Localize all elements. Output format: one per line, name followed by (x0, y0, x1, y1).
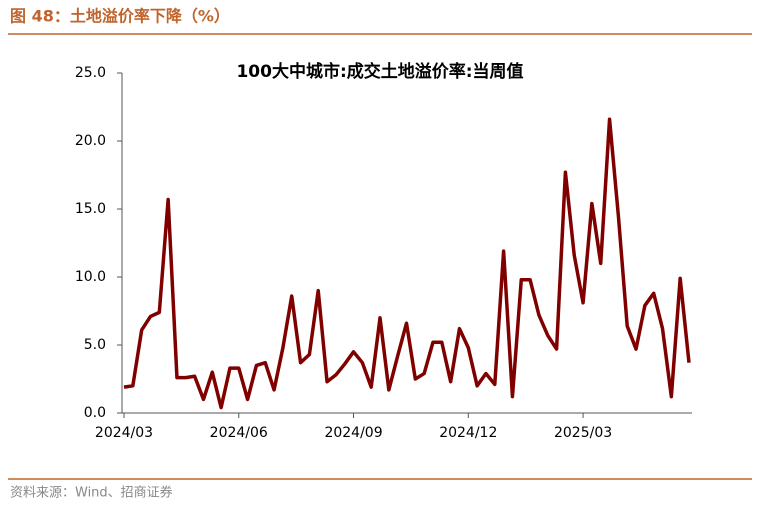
y-tick-label: 20.0 (75, 133, 106, 149)
header-title: 图 48：土地溢价率下降（%） (10, 7, 230, 26)
y-tick-label: 0.0 (84, 405, 106, 421)
x-tick-label: 2024/06 (210, 425, 268, 441)
chart-title: 100大中城市:成交土地溢价率:当周值 (236, 61, 523, 82)
x-tick-label: 2024/09 (324, 425, 382, 441)
y-tick-label: 15.0 (75, 201, 106, 217)
x-tick-label: 2024/03 (95, 425, 153, 441)
x-tick-label: 2024/12 (439, 425, 497, 441)
y-tick-label: 5.0 (84, 337, 106, 353)
source: 资料来源：Wind、招商证券 (10, 485, 173, 501)
x-tick-label: 2025/03 (554, 425, 612, 441)
y-tick-label: 25.0 (75, 65, 106, 81)
data-line (123, 117, 691, 410)
y-tick-label: 10.0 (75, 269, 106, 285)
